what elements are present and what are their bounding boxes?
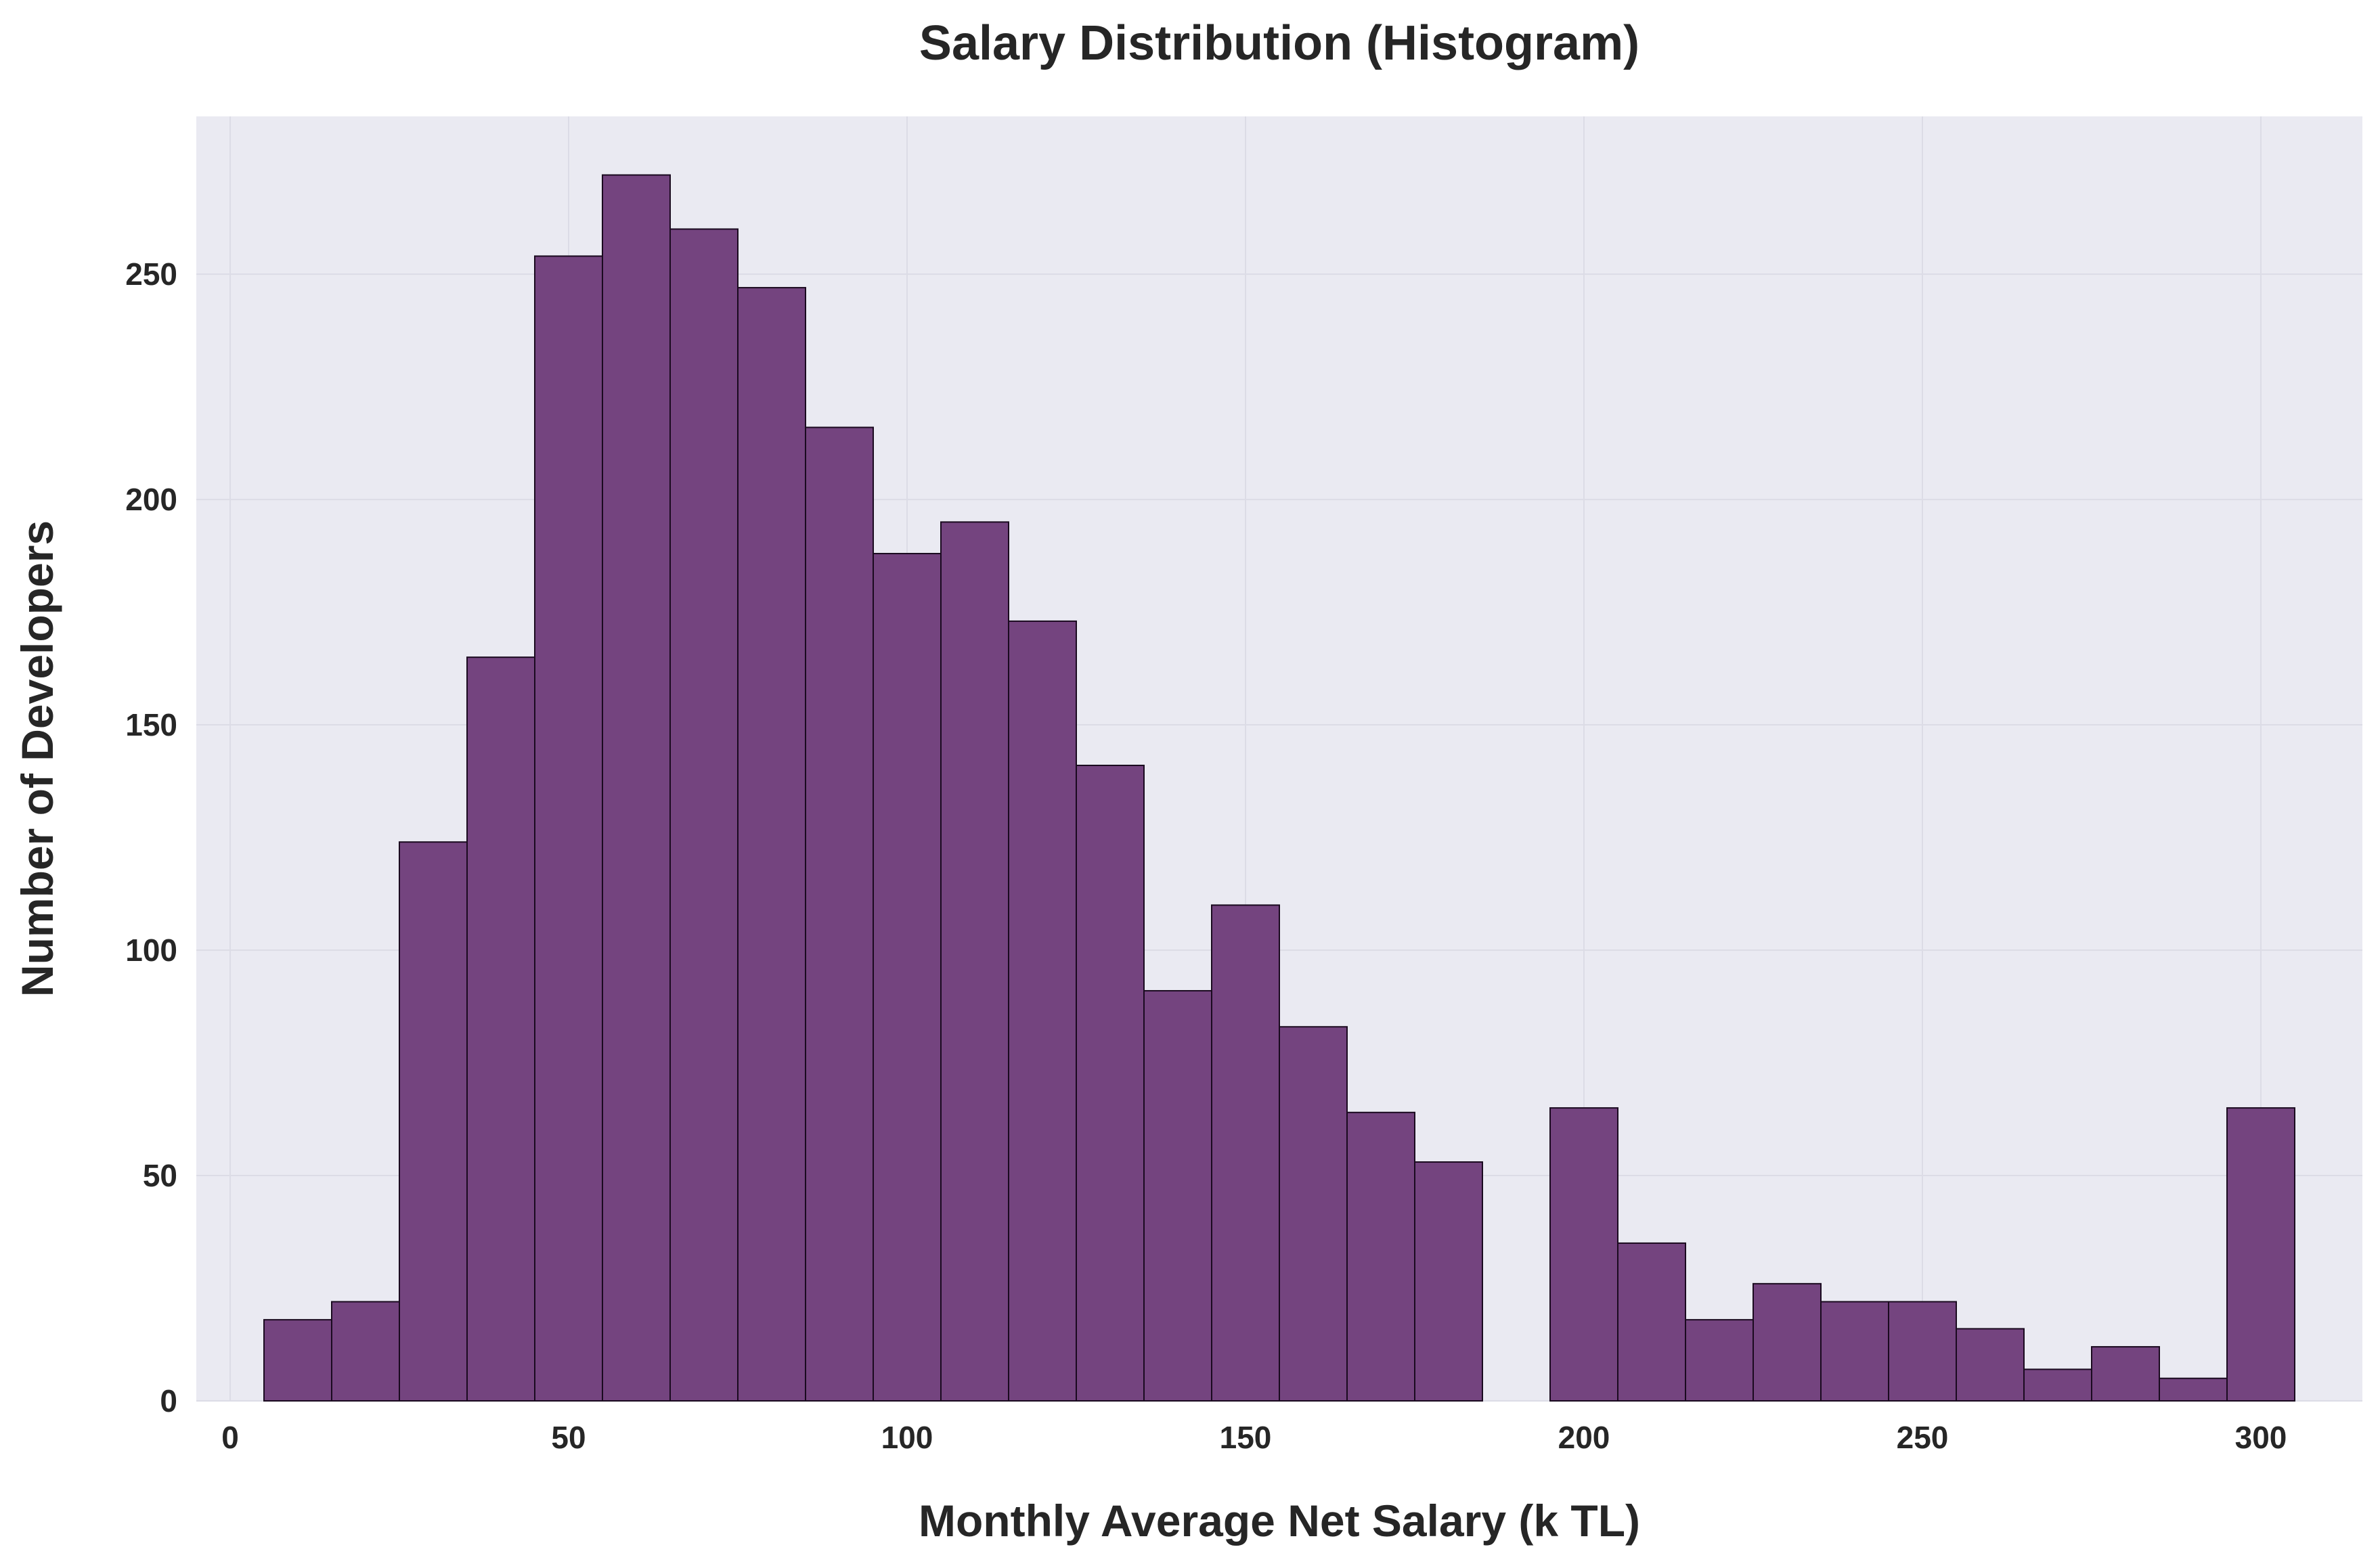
histogram-bar: [1617, 1242, 1686, 1402]
histogram-bar: [331, 1301, 400, 1402]
histogram-bar: [534, 255, 603, 1402]
histogram-bar: [1211, 904, 1280, 1402]
histogram-bar: [1685, 1319, 1754, 1402]
histogram-bar: [2023, 1368, 2092, 1402]
x-tick-label: 100: [881, 1420, 933, 1455]
histogram-bar: [1414, 1161, 1483, 1402]
y-axis-label: Number of Developers: [12, 520, 62, 997]
x-tick-label: 0: [221, 1420, 239, 1455]
histogram-bar: [263, 1319, 332, 1402]
histogram-bar: [466, 656, 535, 1402]
y-tick-label: 250: [125, 256, 177, 292]
x-axis-ticks: 0 50 100 150 200 250 300: [221, 1420, 2287, 1455]
x-tick-label: 150: [1220, 1420, 1272, 1455]
histogram-bar: [1346, 1111, 1415, 1402]
histogram-bar: [1279, 1026, 1348, 1402]
histogram-bar: [1549, 1107, 1618, 1402]
chart-title: Salary Distribution (Histogram): [919, 16, 1639, 70]
histogram-bar: [602, 174, 671, 1402]
y-tick-label: 150: [125, 707, 177, 742]
histogram-bars: [263, 174, 2295, 1402]
x-tick-label: 50: [551, 1420, 586, 1455]
histogram-bar: [2226, 1107, 2295, 1402]
x-tick-label: 300: [2235, 1420, 2287, 1455]
histogram-bar: [1820, 1301, 1889, 1402]
histogram-bar: [1888, 1301, 1957, 1402]
histogram-bar: [1076, 764, 1145, 1402]
x-tick-label: 250: [1897, 1420, 1949, 1455]
histogram-bar: [1008, 620, 1077, 1402]
x-tick-label: 200: [1558, 1420, 1610, 1455]
y-axis-ticks: 0 50 100 150 200 250: [125, 256, 177, 1418]
x-axis-label: Monthly Average Net Salary (k TL): [919, 1496, 1640, 1546]
histogram-bar: [2159, 1377, 2228, 1402]
y-tick-label: 0: [160, 1383, 177, 1418]
histogram-bar: [940, 521, 1009, 1402]
histogram-bar: [1753, 1282, 1822, 1402]
y-tick-label: 100: [125, 933, 177, 968]
histogram-bar: [669, 228, 739, 1402]
y-tick-label: 200: [125, 482, 177, 517]
histogram-bar: [2091, 1346, 2160, 1402]
y-tick-label: 50: [143, 1158, 177, 1193]
histogram-bar: [1143, 989, 1212, 1402]
histogram-bar: [805, 426, 874, 1402]
histogram-bar: [737, 287, 806, 1402]
histogram-bar: [1956, 1328, 2025, 1402]
histogram-bar: [873, 552, 942, 1402]
histogram-bar: [399, 841, 468, 1402]
